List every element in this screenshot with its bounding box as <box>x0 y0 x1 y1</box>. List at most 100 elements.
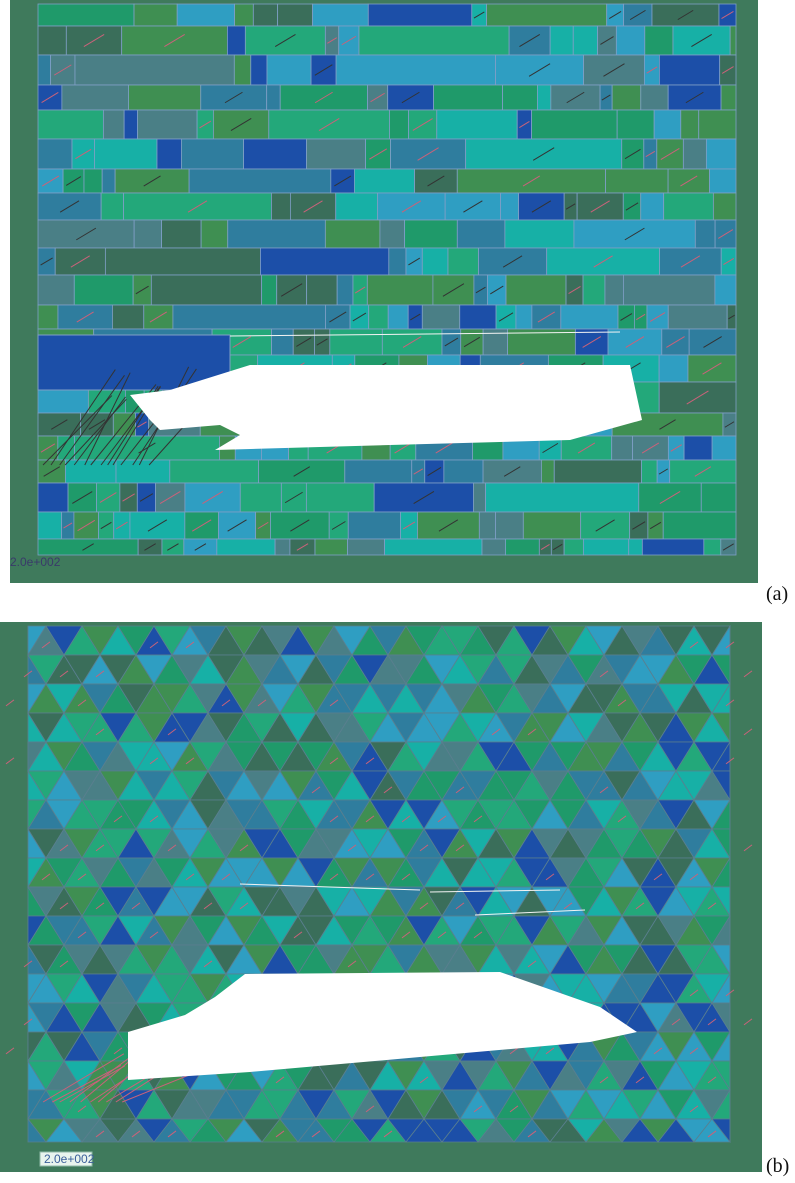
rock-block <box>540 459 555 484</box>
crack-mark <box>296 337 312 347</box>
crack-mark <box>743 728 753 736</box>
crack-mark <box>227 519 247 532</box>
crack-mark <box>595 519 615 532</box>
crack-mark <box>540 544 550 550</box>
crack-mark <box>653 1047 663 1055</box>
rock-block <box>495 511 524 540</box>
crack-mark <box>694 466 712 477</box>
rock-block <box>582 538 630 556</box>
rock-block <box>336 274 354 306</box>
crack-mark <box>632 521 646 530</box>
crack-mark <box>413 490 435 505</box>
crack-mark <box>686 390 709 405</box>
crack-mark <box>743 1018 753 1026</box>
crack-mark <box>707 1018 717 1026</box>
rock-block <box>172 304 326 330</box>
crack-mark <box>722 543 734 551</box>
crack-mark <box>671 1018 681 1026</box>
crack-mark <box>257 699 267 707</box>
rock-block <box>522 511 582 540</box>
crack-mark <box>143 175 161 187</box>
crack-mark <box>23 1018 33 1026</box>
crack-mark <box>72 491 93 504</box>
crack-mark <box>636 313 646 321</box>
rock-block <box>250 54 268 86</box>
scale-box <box>39 1151 93 1167</box>
crack-mark <box>41 175 60 187</box>
crack-mark <box>680 175 698 187</box>
crack-mark <box>519 121 530 128</box>
crack-mark <box>582 336 602 348</box>
rock-block <box>644 25 674 56</box>
rock-block <box>306 274 338 306</box>
rock-block <box>37 511 63 540</box>
crack-mark <box>275 1076 285 1084</box>
rock-block <box>711 435 737 461</box>
crack-mark <box>149 757 159 765</box>
crack-mark <box>707 1130 717 1138</box>
panel-a-rectangular-mesh: 2.0e+002 <box>10 0 758 583</box>
rock-block <box>216 538 276 556</box>
rock-block <box>563 538 584 556</box>
rock-block <box>306 138 367 170</box>
crack-mark <box>601 94 611 101</box>
crack-mark <box>401 200 422 213</box>
rock-block <box>616 109 655 140</box>
rock-block <box>115 459 171 484</box>
crack-mark <box>552 543 563 551</box>
crack-mark <box>703 336 722 348</box>
crack-mark <box>519 33 541 48</box>
crack-mark <box>77 873 87 881</box>
rock-block <box>114 168 190 194</box>
crack-mark <box>365 757 375 765</box>
crack-mark <box>274 33 296 48</box>
crack-mark <box>63 522 73 529</box>
crack-mark <box>649 312 666 322</box>
block-layer <box>5 624 753 1144</box>
crack-mark <box>474 909 586 916</box>
rock-block <box>421 247 449 276</box>
crack-mark <box>77 699 87 707</box>
crack-mark <box>491 728 501 736</box>
crack-mark <box>290 519 310 532</box>
crack-mark <box>608 11 622 19</box>
rock-block <box>133 3 178 27</box>
crack-mark <box>444 337 459 347</box>
rock-block <box>102 109 125 140</box>
crack-mark <box>408 257 421 266</box>
crack-mark <box>239 844 249 852</box>
rock-block <box>233 54 252 86</box>
crack-mark <box>645 150 656 158</box>
crack-mark <box>95 1130 105 1138</box>
crack-mark <box>167 1130 177 1138</box>
rock-block <box>344 459 413 484</box>
crack-mark <box>113 1047 123 1055</box>
panel-b-label: (b) <box>766 1155 790 1177</box>
crack-mark <box>77 1105 87 1113</box>
crack-mark <box>680 255 701 268</box>
crack-mark <box>40 443 56 453</box>
rock-block <box>188 168 332 194</box>
rock-block <box>502 84 538 111</box>
crack-mark <box>185 641 195 649</box>
crack-mark <box>475 286 486 294</box>
crack-mark <box>316 338 328 346</box>
crack-mark <box>99 492 117 503</box>
crack-mark <box>149 311 168 323</box>
crack-mark <box>331 521 346 530</box>
crack-mark <box>314 64 333 76</box>
crack-mark <box>100 521 112 530</box>
rock-block <box>672 25 731 56</box>
crack-mark <box>329 699 339 707</box>
rock-block <box>640 84 669 111</box>
crack-mark <box>230 117 252 132</box>
crack-mark <box>75 148 92 160</box>
crack-mark <box>509 1105 519 1113</box>
rock-block <box>443 459 484 484</box>
rock-block <box>714 274 737 306</box>
crack-mark <box>455 902 465 910</box>
crack-mark <box>122 493 135 502</box>
rock-block <box>234 3 254 27</box>
rock-block <box>641 459 658 484</box>
crack-mark <box>410 313 421 321</box>
